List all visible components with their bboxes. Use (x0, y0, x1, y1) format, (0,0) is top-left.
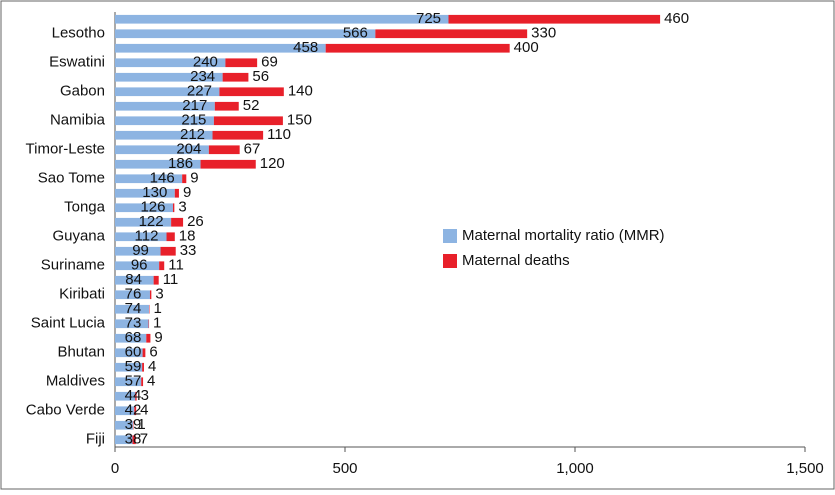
y-tick-label: Eswatini (49, 54, 105, 71)
value-label: 11 (163, 271, 179, 288)
bar-segment (150, 290, 151, 299)
legend-label: Maternal deaths (462, 252, 570, 269)
value-label: 400 (514, 39, 539, 56)
y-tick-label: Sao Tome (38, 170, 105, 187)
y-tick-label: Kiribati (59, 286, 105, 303)
bar-segment (154, 276, 159, 285)
value-label: 460 (664, 10, 689, 27)
value-label: 566 (343, 25, 368, 42)
value-label: 725 (416, 10, 441, 27)
y-tick-label: Namibia (50, 112, 106, 129)
bar-segment (115, 15, 449, 24)
value-label: 140 (288, 83, 313, 100)
legend-label: Maternal mortality ratio (MMR) (462, 227, 665, 244)
bar-segment (173, 203, 174, 212)
y-tick-label: Guyana (52, 228, 105, 245)
bar-segment (175, 189, 179, 198)
value-label: 56 (252, 68, 269, 85)
bar-segment (167, 232, 175, 241)
bar-segment (215, 102, 239, 111)
value-label: 3 (178, 199, 186, 216)
x-tick-label: 0 (111, 460, 119, 477)
value-label: 9 (190, 170, 198, 187)
x-tick-label: 1,000 (556, 460, 594, 477)
bar-segment (115, 29, 375, 38)
x-tick-label: 500 (332, 460, 357, 477)
y-tick-label: Fiji (86, 431, 105, 448)
bar-segment (214, 116, 283, 125)
legend-swatch (443, 254, 457, 268)
y-tick-label: Cabo Verde (26, 402, 105, 419)
legend-swatch (443, 229, 457, 243)
bar-segment (375, 29, 527, 38)
y-tick-label: Gabon (60, 83, 105, 100)
bar-segment (159, 261, 164, 270)
value-label: 7 (140, 431, 148, 448)
value-label: 110 (267, 126, 291, 143)
value-label: 458 (293, 39, 318, 56)
bar-segment (142, 363, 144, 372)
value-label: 52 (243, 97, 260, 114)
bar-segment (223, 73, 249, 82)
bar-segment (182, 174, 186, 183)
value-label: 67 (244, 141, 261, 158)
y-tick-label: Bhutan (57, 344, 105, 361)
bar-segment (171, 218, 183, 227)
bar-segment (449, 15, 661, 24)
value-label: 120 (260, 155, 285, 172)
bar-segment (161, 247, 176, 256)
y-tick-label: Suriname (41, 257, 105, 274)
bar-segment (141, 377, 143, 386)
bar-segment (201, 160, 256, 169)
y-tick-label: Tonga (64, 199, 106, 216)
y-tick-label: Lesotho (52, 25, 105, 42)
y-tick-label: Maldives (46, 373, 105, 390)
bar-segment (146, 334, 150, 343)
bar-segment (209, 145, 240, 154)
bar-segment (213, 131, 264, 140)
bar-segment (143, 348, 146, 357)
y-tick-label: Saint Lucia (31, 315, 106, 332)
bar-segment (326, 44, 510, 53)
x-tick-label: 1,500 (786, 460, 824, 477)
bar-segment (219, 87, 283, 96)
y-tick-label: Timor-Leste (26, 141, 105, 158)
bar-segment (225, 58, 257, 67)
